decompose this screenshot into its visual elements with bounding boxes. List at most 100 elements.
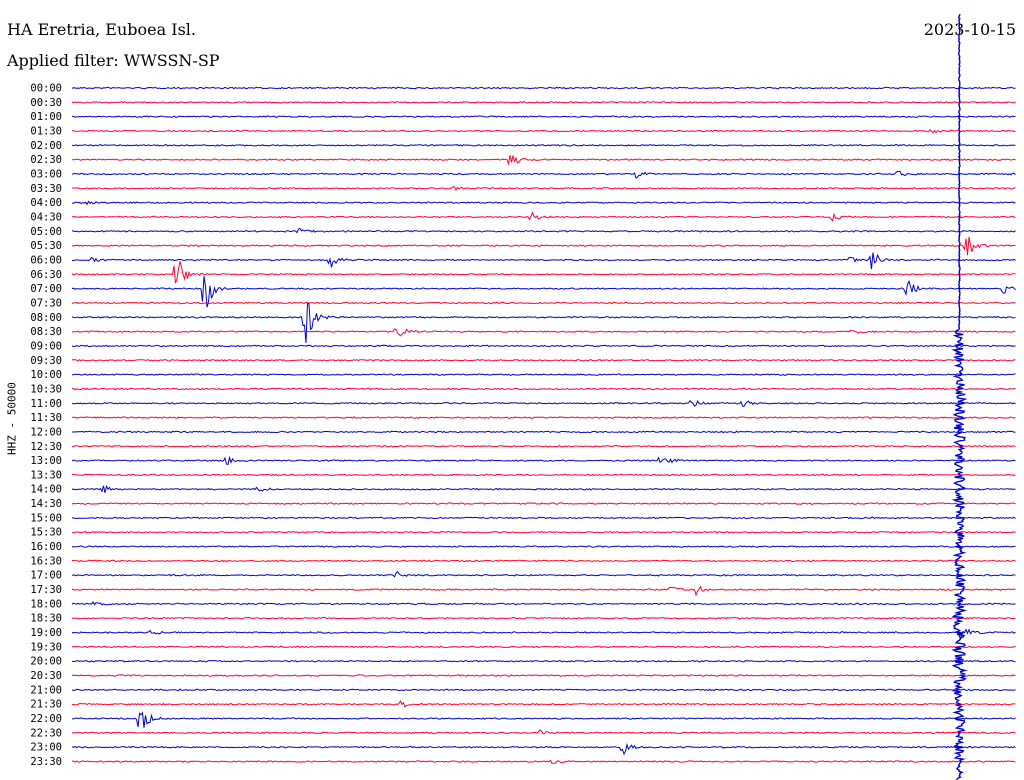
- trace-08-30: [71, 328, 1016, 337]
- tick-label: 05:00: [30, 226, 62, 238]
- trace-11-00: [71, 400, 1016, 407]
- trace-20-30: [71, 674, 1016, 677]
- tick-label: 09:00: [30, 340, 62, 352]
- tick-label: 06:00: [30, 255, 62, 267]
- trace-23-30: [71, 759, 1016, 764]
- tick-label: 17:00: [30, 570, 62, 582]
- trace-17-30: [71, 585, 1016, 597]
- tick-label: 13:30: [30, 469, 62, 481]
- tick-label: 15:30: [30, 527, 62, 539]
- trace-14-30: [71, 502, 1016, 505]
- trace-04-30: [71, 211, 1016, 222]
- tick-label: 00:30: [30, 97, 62, 109]
- tick-label-group: 00:00 00:30 01:00 01:30 02:00 02:30 03:00 03:30…: [30, 83, 62, 769]
- date-label: 2023-10-15: [923, 20, 1016, 39]
- tick-label: 08:30: [30, 326, 62, 338]
- tick-label: 16:30: [30, 555, 62, 567]
- trace-20-00: [72, 659, 1016, 663]
- tick-label: 09:30: [30, 355, 62, 367]
- tick-label: 22:30: [30, 727, 62, 739]
- trace-22-30: [72, 729, 1016, 735]
- tick-label: 08:00: [30, 312, 62, 324]
- tick-label: 07:00: [30, 283, 62, 295]
- tick-label: 19:00: [30, 627, 62, 639]
- trace-group: [71, 13, 1016, 780]
- trace-05-30: [71, 237, 1016, 256]
- main-event-trace: [951, 13, 968, 780]
- trace-19-00: [71, 628, 1016, 640]
- trace-09-00: [71, 344, 1016, 348]
- tick-label: 21:30: [30, 699, 62, 711]
- trace-18-00: [71, 601, 1016, 606]
- tick-label: 11:00: [30, 398, 62, 410]
- station-title: HA Eretria, Euboea Isl.: [7, 20, 196, 39]
- trace-12-30: [72, 444, 1016, 448]
- trace-15-30: [71, 530, 1016, 534]
- tick-label: 10:30: [30, 383, 62, 395]
- trace-00-30: [71, 100, 1016, 104]
- trace-07-30: [71, 301, 1016, 305]
- tick-label: 12:00: [30, 426, 62, 438]
- trace-00-00: [71, 86, 1016, 90]
- tick-label: 01:00: [30, 111, 62, 123]
- trace-13-00: [71, 455, 1016, 465]
- trace-16-30: [71, 559, 1016, 563]
- tick-label: 23:30: [30, 756, 62, 768]
- tick-label: 00:00: [30, 83, 62, 95]
- tick-label: 19:30: [30, 641, 62, 653]
- trace-21-00: [71, 688, 1016, 692]
- filter-label: Applied filter: WWSSN-SP: [7, 51, 220, 70]
- tick-label: 11:30: [30, 412, 62, 424]
- tick-label: 14:00: [30, 484, 62, 496]
- trace-19-30: [71, 645, 1016, 649]
- tick-label: 14:30: [30, 498, 62, 510]
- tick-label: 03:30: [30, 183, 62, 195]
- trace-01-30: [71, 128, 1016, 134]
- tick-label: 21:00: [30, 684, 62, 696]
- tick-label: 17:30: [30, 584, 62, 596]
- trace-09-30: [71, 358, 1016, 362]
- trace-05-00: [71, 227, 1016, 234]
- trace-12-00: [71, 430, 1016, 434]
- tick-label: 05:30: [30, 240, 62, 252]
- tick-label: 15:00: [30, 512, 62, 524]
- tick-label: 06:30: [30, 269, 62, 281]
- trace-18-30: [71, 616, 1016, 620]
- trace-23-00: [71, 742, 1016, 756]
- trace-02-00: [72, 143, 1016, 147]
- trace-07-00: [71, 276, 1016, 308]
- tick-label: 04:30: [30, 212, 62, 224]
- trace-10-00: [71, 373, 1016, 376]
- trace-01-00: [71, 115, 1016, 119]
- tick-label: 20:30: [30, 670, 62, 682]
- trace-02-30: [71, 155, 1016, 166]
- trace-04-00: [71, 200, 1016, 206]
- tick-label: 02:00: [30, 140, 62, 152]
- trace-17-00: [71, 570, 1016, 578]
- tick-label: 23:00: [30, 742, 62, 754]
- trace-03-30: [72, 186, 1016, 192]
- trace-06-00: [72, 252, 1016, 270]
- trace-03-00: [71, 170, 1016, 179]
- tick-label: 16:00: [30, 541, 62, 553]
- trace-10-30: [71, 387, 1016, 391]
- tick-label: 07:30: [30, 297, 62, 309]
- trace-16-00: [71, 545, 1016, 548]
- tick-label: 20:00: [30, 656, 62, 668]
- trace-22-00: [71, 711, 1016, 728]
- tick-label: 01:30: [30, 126, 62, 138]
- trace-08-00: [71, 302, 1016, 343]
- trace-06-30: [71, 261, 1016, 284]
- tick-label: 04:00: [30, 197, 62, 209]
- tick-label: 03:00: [30, 169, 62, 181]
- trace-13-30: [71, 473, 1016, 477]
- tick-label: 22:00: [30, 713, 62, 725]
- tick-label: 02:30: [30, 154, 62, 166]
- tick-label: 18:30: [30, 613, 62, 625]
- tick-label: 12:30: [30, 441, 62, 453]
- tick-label: 13:00: [30, 455, 62, 467]
- trace-11-30: [71, 416, 1016, 419]
- trace-21-30: [71, 700, 1016, 708]
- tick-label: 10:00: [30, 369, 62, 381]
